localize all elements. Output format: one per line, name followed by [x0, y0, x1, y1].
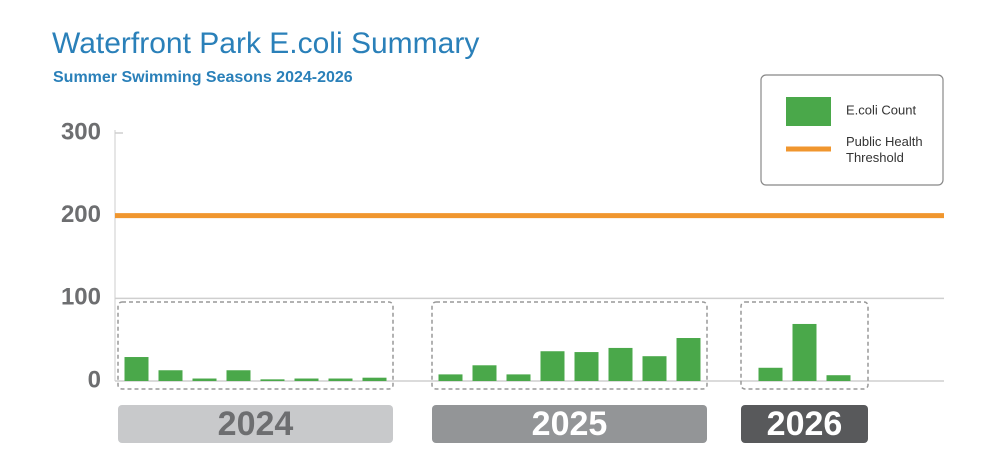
group-label: 2026 — [767, 405, 843, 443]
chart-title: Waterfront Park E.coli Summary — [52, 27, 479, 60]
bar — [438, 374, 463, 381]
y-tick-label: 100 — [61, 284, 101, 311]
bar — [676, 338, 701, 381]
bar — [260, 379, 285, 381]
bar — [506, 374, 531, 381]
bar — [362, 377, 387, 381]
bar — [472, 365, 497, 381]
bar — [192, 378, 217, 381]
group-box — [117, 301, 394, 390]
bar — [792, 323, 817, 381]
group-box — [740, 301, 869, 390]
group-label-bg — [118, 405, 393, 443]
bar — [758, 367, 783, 381]
bar — [328, 378, 353, 381]
chart-subtitle: Summer Swimming Seasons 2024-2026 — [53, 69, 353, 86]
bar — [642, 356, 667, 381]
bar — [574, 352, 599, 381]
bar — [294, 378, 319, 381]
y-tick-label: 300 — [61, 118, 101, 145]
bar — [226, 370, 251, 381]
bar — [124, 357, 149, 381]
bar — [826, 375, 851, 381]
group-label: 2024 — [218, 405, 294, 443]
group-box — [431, 301, 708, 390]
group-label-bg — [741, 405, 868, 443]
group-label-bg — [432, 405, 707, 443]
legend-label: E.coli Count — [846, 102, 916, 117]
legend-label: Public Health Threshold — [846, 134, 923, 165]
y-tick-label: 0 — [88, 366, 101, 393]
bar — [608, 347, 633, 381]
y-tick-label: 200 — [61, 201, 101, 228]
legend-swatch — [786, 97, 831, 126]
group-label: 2025 — [532, 405, 608, 443]
bar — [540, 351, 565, 381]
bar — [158, 370, 183, 381]
legend-box — [760, 74, 944, 186]
